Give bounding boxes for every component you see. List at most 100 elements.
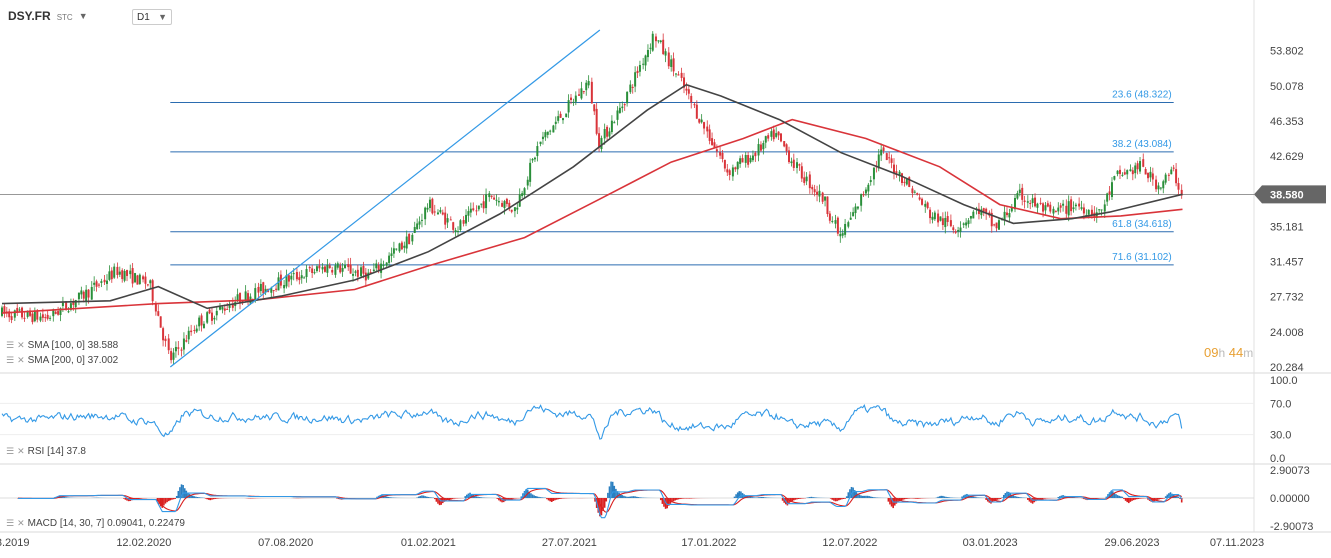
sma200-label: SMA [200, 0] 37.002 bbox=[27, 355, 119, 366]
candle-body bbox=[292, 273, 295, 275]
macd-histogram-bar bbox=[793, 498, 795, 501]
macd-histogram-bar bbox=[610, 481, 612, 498]
macd-histogram-bar bbox=[751, 497, 753, 498]
macd-histogram-bar bbox=[1004, 493, 1007, 498]
macd-histogram-bar bbox=[1140, 498, 1143, 499]
macd-histogram-bar bbox=[791, 498, 794, 502]
candle-body bbox=[360, 267, 363, 277]
macd-histogram-bar bbox=[863, 495, 866, 498]
candle-body bbox=[29, 310, 32, 316]
macd-legend[interactable]: ☰ ✕ MACD [14, 30, 7] 0.09041, 0.22479 bbox=[6, 518, 185, 529]
candle-body bbox=[1026, 201, 1029, 203]
settings-lines-icon[interactable]: ☰ bbox=[6, 446, 15, 456]
rsi-legend[interactable]: ☰ ✕ RSI [14] 37.8 bbox=[6, 446, 86, 457]
candle-body bbox=[44, 317, 47, 319]
candle-body bbox=[982, 208, 985, 212]
settings-lines-icon[interactable]: ☰ bbox=[6, 355, 15, 365]
macd-histogram-bar bbox=[937, 496, 939, 498]
candle-body bbox=[380, 263, 383, 273]
candle-body bbox=[767, 135, 770, 139]
candle-body bbox=[711, 138, 714, 145]
macd-histogram-bar bbox=[169, 498, 172, 501]
candle-body bbox=[118, 271, 121, 275]
candle-body bbox=[1031, 198, 1034, 203]
macd-histogram-bar bbox=[454, 498, 457, 499]
candle-body bbox=[578, 94, 581, 96]
candle-body bbox=[501, 203, 504, 207]
candle-body bbox=[459, 220, 462, 231]
macd-histogram-bar bbox=[996, 498, 999, 500]
macd-histogram-bar bbox=[172, 498, 175, 500]
candle-body bbox=[344, 264, 347, 269]
macd-histogram-bar bbox=[809, 497, 811, 498]
candle-body bbox=[593, 104, 596, 112]
macd-histogram-bar bbox=[659, 498, 662, 501]
candle-body bbox=[574, 95, 577, 102]
candle-body bbox=[990, 212, 993, 227]
candle-body bbox=[210, 312, 213, 321]
macd-histogram-bar bbox=[424, 496, 426, 498]
macd-histogram-bar bbox=[871, 496, 874, 498]
macd-histogram-bar bbox=[528, 491, 531, 498]
close-icon[interactable]: ✕ bbox=[17, 340, 25, 350]
candle-body bbox=[177, 347, 180, 349]
macd-histogram-bar bbox=[682, 498, 685, 499]
candle-body bbox=[862, 194, 865, 196]
sma100-legend[interactable]: ☰ ✕ SMA [100, 0] 38.588 bbox=[6, 340, 118, 351]
macd-histogram-bar bbox=[831, 498, 834, 500]
candle-body bbox=[582, 91, 585, 93]
candle-body bbox=[41, 314, 44, 318]
candle-body bbox=[206, 312, 209, 323]
candle-body bbox=[356, 269, 359, 277]
candle-body bbox=[715, 149, 718, 152]
candle-body bbox=[446, 218, 449, 223]
sma200-legend[interactable]: ☰ ✕ SMA [200, 0] 37.002 bbox=[6, 355, 118, 366]
macd-histogram-bar bbox=[139, 498, 141, 499]
chart-header: DSY.FR STC ▼ bbox=[8, 6, 88, 26]
candle-body bbox=[529, 162, 532, 182]
macd-histogram-bar bbox=[1059, 496, 1061, 498]
candle-body bbox=[426, 207, 429, 210]
candle-body bbox=[888, 157, 891, 159]
macd-histogram-bar bbox=[759, 497, 761, 498]
candle-body bbox=[1090, 209, 1093, 215]
macd-histogram-bar bbox=[1171, 493, 1173, 498]
symbol-dropdown-icon[interactable]: ▼ bbox=[78, 11, 88, 21]
macd-histogram-bar bbox=[547, 498, 550, 501]
settings-lines-icon[interactable]: ☰ bbox=[6, 518, 15, 528]
macd-histogram-bar bbox=[839, 498, 842, 500]
macd-histogram-bar bbox=[796, 498, 798, 500]
timeframe-select[interactable]: D1 ▼ bbox=[132, 9, 172, 25]
close-icon[interactable]: ✕ bbox=[17, 518, 25, 528]
candle-body bbox=[382, 264, 385, 266]
macd-histogram-bar bbox=[171, 498, 173, 500]
macd-histogram-bar bbox=[1136, 498, 1138, 500]
candle-body bbox=[695, 104, 698, 119]
settings-lines-icon[interactable]: ☰ bbox=[6, 340, 15, 350]
macd-histogram-bar bbox=[209, 498, 212, 501]
candle-body bbox=[264, 288, 267, 293]
candle-body bbox=[208, 309, 211, 314]
candle-body bbox=[908, 177, 911, 187]
macd-histogram-bar bbox=[1164, 496, 1167, 498]
candle-body bbox=[121, 270, 124, 280]
candle-body bbox=[1072, 207, 1075, 210]
candle-body bbox=[385, 262, 388, 266]
macd-histogram-bar bbox=[749, 496, 752, 498]
close-icon[interactable]: ✕ bbox=[17, 355, 25, 365]
candle-body bbox=[993, 224, 996, 226]
candle-body bbox=[405, 236, 408, 249]
macd-histogram-bar bbox=[1168, 493, 1170, 498]
candle-body bbox=[623, 104, 626, 106]
macd-histogram-bar bbox=[672, 498, 675, 502]
timer-minutes: 44 bbox=[1228, 345, 1244, 360]
macd-histogram-bar bbox=[1083, 498, 1085, 500]
candle-body bbox=[1126, 170, 1129, 175]
close-icon[interactable]: ✕ bbox=[17, 446, 25, 456]
symbol-label[interactable]: DSY.FR bbox=[8, 9, 51, 23]
macd-histogram-bar bbox=[970, 496, 973, 498]
candle-body bbox=[585, 82, 588, 91]
candle-body bbox=[869, 180, 872, 183]
macd-histogram-bar bbox=[619, 494, 622, 498]
candle-body bbox=[80, 290, 83, 295]
